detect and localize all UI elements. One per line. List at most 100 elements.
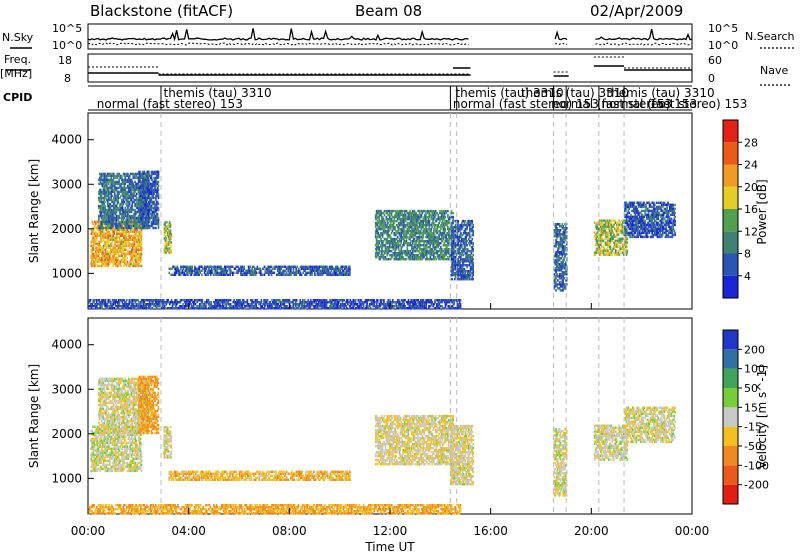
- power-cell: [157, 176, 160, 180]
- power-cell: [171, 303, 174, 306]
- power-cell: [112, 230, 115, 233]
- power-cell: [251, 307, 253, 310]
- power-cell: [106, 216, 109, 220]
- power-cell: [121, 258, 123, 262]
- power-cell: [176, 299, 178, 302]
- power-cell: [113, 176, 115, 180]
- power-cell: [135, 174, 138, 178]
- power-cell: [137, 236, 139, 239]
- power-cell: [211, 269, 214, 272]
- power-cell: [237, 299, 240, 302]
- power-cell: [116, 244, 118, 247]
- power-cell: [119, 228, 122, 231]
- power-cell: [121, 194, 124, 198]
- power-cell: [311, 269, 313, 272]
- power-cell: [417, 235, 419, 239]
- power-cell: [122, 208, 125, 212]
- power-cell: [92, 232, 94, 235]
- power-cell: [236, 303, 238, 306]
- power-cell: [401, 299, 404, 302]
- power-cell: [376, 307, 379, 310]
- power-cell: [392, 307, 395, 310]
- power-cell: [96, 232, 99, 235]
- power-cell: [98, 176, 101, 180]
- power-cell: [333, 301, 336, 304]
- power-cell: [109, 178, 112, 182]
- power-cell: [378, 209, 380, 213]
- power-cell: [116, 252, 118, 256]
- power-cell: [148, 216, 150, 220]
- power-cell: [123, 230, 125, 233]
- power-cell: [121, 212, 124, 216]
- power-cell: [400, 305, 403, 308]
- power-cell: [111, 182, 113, 186]
- power-cell: [221, 299, 224, 302]
- power-cell: [95, 301, 98, 304]
- power-cell: [200, 299, 203, 302]
- power-cell: [192, 301, 195, 304]
- power-cell: [98, 240, 100, 243]
- power-cell: [116, 216, 119, 220]
- power-cell: [427, 219, 430, 223]
- power-cell: [104, 256, 107, 260]
- power-cell: [130, 305, 132, 308]
- power-cell: [104, 303, 107, 306]
- power-cell: [137, 256, 139, 260]
- power-cell: [139, 198, 141, 202]
- noise-panel: 10^5 10^0 10^5 10^0: [52, 22, 738, 52]
- power-cell: [92, 230, 94, 233]
- power-cell: [252, 307, 255, 310]
- power-cell: [216, 303, 219, 306]
- power-cell: [144, 303, 146, 306]
- power-cell: [113, 222, 115, 226]
- power-cell: [88, 299, 90, 302]
- power-cell: [150, 188, 153, 192]
- power-cell: [98, 198, 101, 202]
- power-cell: [102, 260, 105, 264]
- power-cell: [416, 221, 418, 225]
- power-cell: [117, 299, 120, 302]
- power-cell: [238, 301, 241, 304]
- power-cell: [407, 299, 410, 302]
- power-cell: [403, 258, 405, 261]
- power-cell: [152, 200, 154, 204]
- power-cell: [127, 222, 129, 226]
- power-cell: [310, 301, 312, 304]
- power-cell: [409, 301, 412, 304]
- power-cell: [128, 226, 131, 230]
- power-cell: [182, 303, 184, 306]
- power-cell: [167, 247, 169, 250]
- power-cell: [94, 226, 96, 229]
- power-cell: [109, 216, 112, 220]
- power-cell: [181, 271, 184, 274]
- power-cell: [329, 307, 331, 310]
- power-cell: [152, 188, 154, 192]
- power-cell: [191, 267, 193, 270]
- power-cell: [131, 248, 133, 251]
- power-cell: [107, 246, 109, 249]
- power-cell: [239, 301, 242, 304]
- power-cell: [354, 303, 357, 306]
- power-cell: [358, 301, 360, 304]
- power-cell: [132, 307, 134, 310]
- power-cell: [147, 172, 149, 176]
- power-cell: [143, 216, 146, 220]
- power-cell: [400, 209, 402, 213]
- power-cell: [104, 216, 106, 220]
- power-cell: [407, 242, 410, 245]
- power-cell: [411, 299, 413, 302]
- power-cell: [118, 254, 121, 258]
- power-cell: [427, 221, 430, 225]
- power-cell: [103, 240, 106, 243]
- power-cell: [138, 262, 140, 266]
- power-cell: [132, 188, 134, 192]
- noise-right-tick-top: 10^5: [708, 22, 738, 35]
- power-cell: [109, 204, 112, 208]
- power-cell: [428, 213, 431, 217]
- power-cell: [127, 184, 129, 188]
- power-cell: [171, 273, 173, 276]
- power-cell: [129, 220, 132, 224]
- power-cell: [384, 244, 387, 247]
- power-cell: [101, 208, 104, 212]
- power-cell: [427, 233, 430, 237]
